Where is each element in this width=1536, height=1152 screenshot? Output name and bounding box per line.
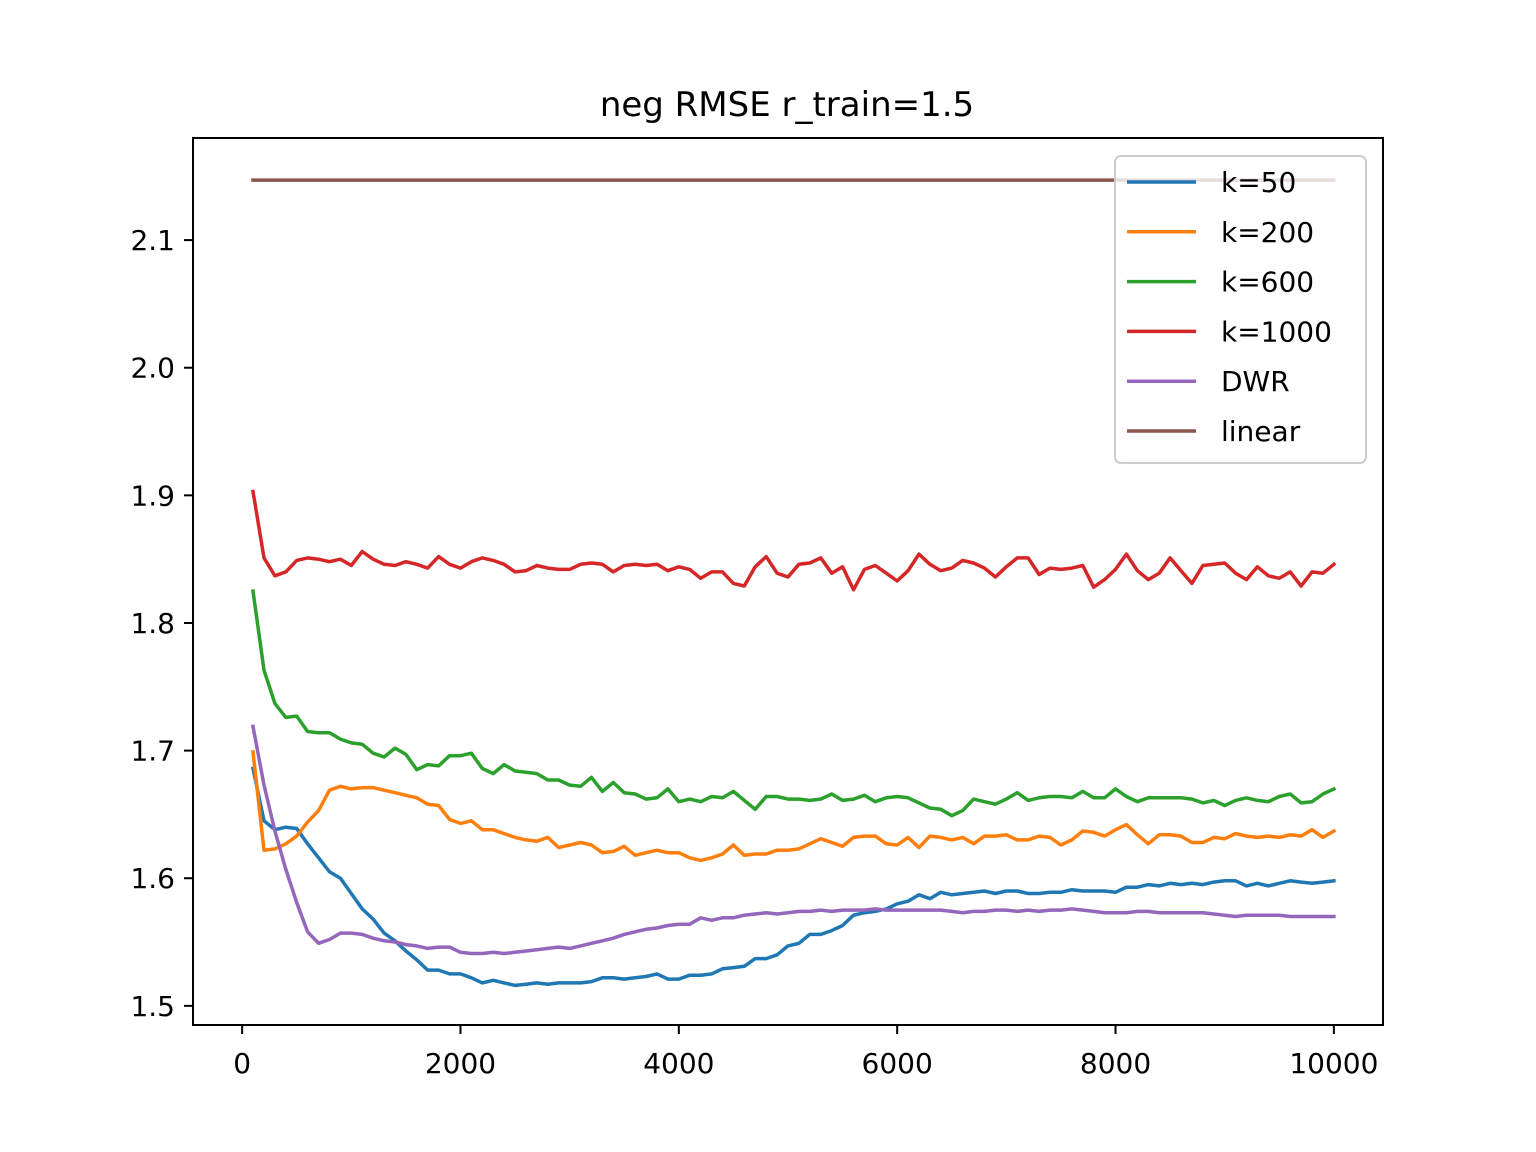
- y-tick-label: 1.6: [130, 862, 175, 895]
- legend-label: k=1000: [1221, 315, 1332, 348]
- x-tick-label: 10000: [1289, 1047, 1378, 1080]
- y-tick-label: 1.8: [130, 607, 175, 640]
- legend-label: k=50: [1221, 166, 1296, 199]
- legend: k=50 k=200 k=600 k=1000 DWR linear: [1114, 155, 1367, 464]
- legend-label: k=600: [1221, 266, 1314, 299]
- legend-label: k=200: [1221, 216, 1314, 249]
- x-tick-label: 8000: [1080, 1047, 1151, 1080]
- x-tick-label: 2000: [425, 1047, 496, 1080]
- y-axis: 1.5 1.6 1.7 1.8 1.9 2.0 2.1: [130, 224, 193, 1023]
- y-tick-label: 2.0: [130, 352, 175, 385]
- x-axis: 0 2000 4000 6000 8000 10000: [233, 1025, 1378, 1080]
- y-tick-label: 1.5: [130, 990, 175, 1023]
- y-tick-label: 2.1: [130, 224, 175, 257]
- axes-frame: [192, 137, 1384, 1026]
- series-line-k-1000: [250, 489, 1337, 592]
- series-line-dwr: [250, 724, 1336, 956]
- x-tick-label: 4000: [643, 1047, 714, 1080]
- y-tick-label: 1.9: [130, 479, 175, 512]
- legend-label: linear: [1221, 415, 1301, 448]
- legend-label: DWR: [1221, 365, 1290, 398]
- series-line-k-50: [250, 766, 1336, 988]
- y-tick-label: 1.7: [130, 735, 175, 768]
- series-line-k-600: [251, 589, 1337, 818]
- x-tick-label: 0: [233, 1047, 251, 1080]
- chart-title: neg RMSE r_train=1.5: [600, 85, 974, 125]
- x-tick-label: 6000: [862, 1047, 933, 1080]
- series-line-k-200: [251, 749, 1337, 863]
